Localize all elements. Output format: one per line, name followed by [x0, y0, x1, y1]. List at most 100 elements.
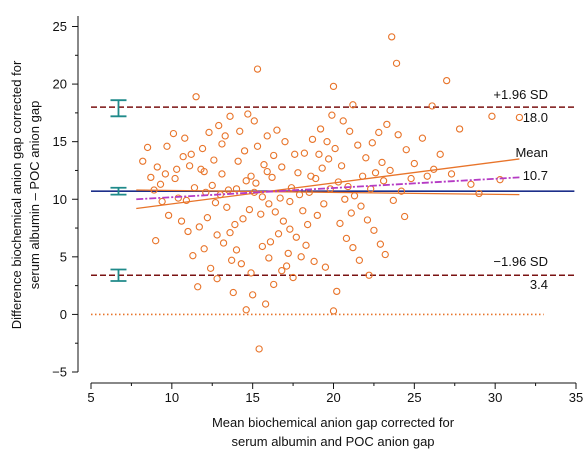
data-point	[286, 197, 294, 206]
data-point	[278, 267, 286, 275]
data-point	[250, 117, 258, 125]
data-point	[308, 135, 317, 144]
x-tick-label: 25	[407, 390, 421, 405]
ref-label-lower: −1.96 SD	[493, 254, 548, 269]
data-point	[203, 214, 212, 222]
ref-label-upper: +1.96 SD	[493, 87, 548, 102]
data-point	[158, 197, 166, 206]
data-point	[258, 242, 267, 251]
data-point	[436, 150, 444, 158]
data-point	[226, 228, 234, 237]
data-point	[247, 172, 255, 180]
data-point	[455, 125, 464, 133]
data-point	[297, 253, 305, 261]
data-point	[349, 101, 357, 109]
data-point	[273, 126, 281, 134]
data-point	[270, 280, 278, 289]
data-point	[320, 200, 328, 208]
data-point	[307, 172, 315, 180]
data-point	[303, 220, 312, 229]
data-point	[278, 163, 286, 171]
data-point	[224, 186, 233, 194]
data-point	[355, 256, 364, 264]
data-point	[258, 193, 267, 201]
data-point	[336, 219, 344, 228]
data-point	[265, 200, 273, 208]
data-point	[187, 150, 195, 158]
data-point	[213, 275, 221, 283]
data-point	[181, 134, 189, 142]
data-point	[171, 174, 179, 183]
data-point	[443, 76, 451, 85]
data-point	[232, 246, 241, 254]
x-axis-title-line-1: Mean biochemical anion gap corrected for	[212, 415, 455, 430]
x-tick-label: 30	[488, 390, 502, 405]
data-point	[392, 59, 401, 68]
data-point	[331, 144, 339, 153]
data-point	[247, 269, 255, 277]
data-point	[161, 170, 170, 178]
data-point	[169, 129, 178, 138]
y-tick-label: 25	[53, 19, 67, 34]
x-tick-label: 5	[87, 390, 94, 405]
data-point	[211, 199, 220, 207]
data-point	[389, 196, 397, 205]
ci-marker-3	[110, 268, 127, 282]
ci-marker-1	[110, 99, 127, 118]
data-point	[394, 131, 402, 139]
plot-area	[77, 16, 576, 384]
data-point	[156, 180, 165, 188]
data-point	[281, 138, 289, 146]
data-point	[143, 143, 152, 152]
data-point	[271, 208, 279, 216]
data-point	[328, 111, 336, 119]
data-point	[205, 128, 213, 137]
data-point	[407, 174, 415, 183]
data-point	[265, 254, 273, 262]
data-point	[249, 291, 257, 299]
data-point	[263, 167, 271, 176]
data-point	[263, 132, 271, 140]
data-point	[324, 155, 333, 163]
data-point	[375, 128, 383, 137]
confidence-interval-markers	[110, 99, 127, 282]
data-point	[467, 180, 475, 188]
data-point	[152, 237, 160, 245]
data-point	[310, 257, 318, 266]
data-point	[179, 152, 187, 161]
data-point	[368, 139, 376, 147]
data-point	[339, 117, 347, 125]
data-point	[515, 113, 524, 122]
data-point	[232, 185, 241, 193]
data-point	[428, 102, 436, 110]
data-point	[347, 209, 355, 217]
ref-value-mean: 10.7	[523, 168, 548, 183]
data-point	[270, 151, 278, 160]
y-tick-label: 0	[60, 307, 67, 322]
regression-line-3	[136, 176, 520, 201]
y-axis-title-line-2: serum albumin – POC anion gap	[27, 101, 42, 290]
y-tick-label: 10	[53, 192, 67, 207]
data-point	[206, 264, 215, 272]
data-point	[194, 283, 202, 291]
x-tick-label: 15	[245, 390, 259, 405]
y-tick-label: 20	[53, 77, 67, 92]
data-point	[381, 250, 389, 259]
data-point	[284, 249, 292, 258]
data-point	[294, 169, 302, 177]
data-point	[190, 184, 199, 192]
data-point	[291, 150, 299, 158]
data-point	[400, 212, 409, 221]
x-tick-label: 10	[165, 390, 179, 405]
data-point	[379, 177, 388, 185]
data-point	[257, 210, 265, 218]
data-point	[423, 172, 431, 180]
data-point	[300, 149, 309, 157]
data-point	[231, 220, 239, 229]
data-point	[227, 256, 236, 264]
data-point	[260, 161, 268, 169]
data-point	[200, 167, 208, 176]
data-point	[397, 187, 406, 195]
data-point	[147, 173, 155, 182]
